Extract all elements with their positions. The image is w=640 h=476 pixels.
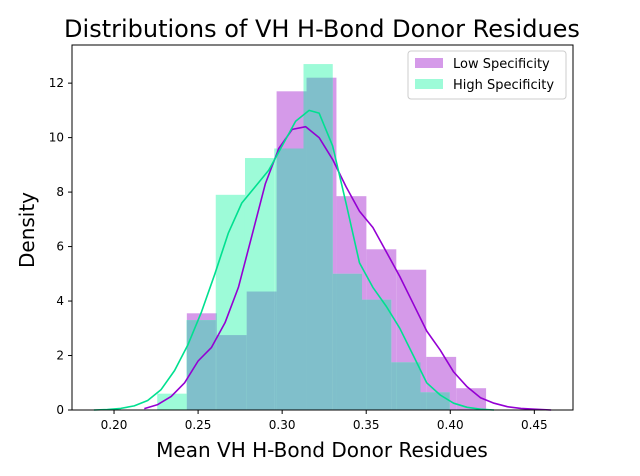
histogram-overlap [303, 91, 307, 410]
kde-line-high-specificity [93, 109, 495, 411]
x-tick-label: 0.40 [437, 418, 464, 432]
legend-swatch [415, 79, 443, 89]
histogram-overlap [336, 273, 363, 410]
histogram-overlap [244, 335, 247, 410]
histogram-overlap [366, 299, 392, 410]
plot-layer [93, 64, 552, 411]
y-tick-label: 12 [49, 76, 64, 90]
histogram-bar-high-specificity [157, 393, 187, 410]
y-tick-label: 2 [56, 349, 64, 363]
histogram-overlap [426, 392, 450, 410]
x-tick-label: 0.35 [353, 418, 380, 432]
x-axis-label: Mean VH H-Bond Donor Residues [156, 438, 488, 462]
x-axis-ticks: 0.20 0.25 0.30 0.35 0.40 0.45 [101, 410, 548, 432]
histogram-overlap [215, 313, 217, 410]
x-tick-label: 0.25 [185, 418, 212, 432]
y-axis-ticks: 0 2 4 6 8 10 12 [49, 76, 72, 417]
histogram-overlap [362, 299, 367, 410]
x-tick-label: 0.20 [101, 418, 128, 432]
histogram-overlap [420, 392, 427, 410]
x-tick-label: 0.45 [521, 418, 548, 432]
legend-box [407, 50, 567, 100]
x-tick-label: 0.30 [269, 418, 296, 432]
histogram-overlap [276, 148, 304, 411]
histogram-overlap [391, 362, 397, 410]
legend-label: High Specificity [453, 78, 554, 93]
histogram-overlap [306, 77, 333, 410]
histogram-overlap [274, 291, 277, 410]
axes-frame [71, 44, 574, 411]
y-tick-label: 0 [56, 403, 64, 417]
kde-line-low-specificity [144, 125, 552, 411]
legend: Low Specificity High Specificity [407, 50, 567, 100]
histogram-overlap [396, 362, 421, 410]
chart-title: Distributions of VH H-Bond Donor Residue… [64, 15, 580, 43]
y-tick-label: 6 [56, 240, 64, 254]
legend-swatch [415, 58, 443, 68]
y-tick-label: 10 [49, 131, 64, 145]
histogram-overlap [216, 335, 245, 410]
histogram-overlap [186, 320, 216, 410]
y-axis-label: Density [15, 192, 39, 268]
histogram-overlap [332, 273, 337, 410]
legend-label: Low Specificity [453, 57, 550, 72]
histogram-bar-low-specificity [456, 388, 487, 410]
y-tick-label: 8 [56, 185, 64, 199]
y-tick-label: 4 [56, 294, 64, 308]
histogram-overlap [246, 291, 275, 410]
